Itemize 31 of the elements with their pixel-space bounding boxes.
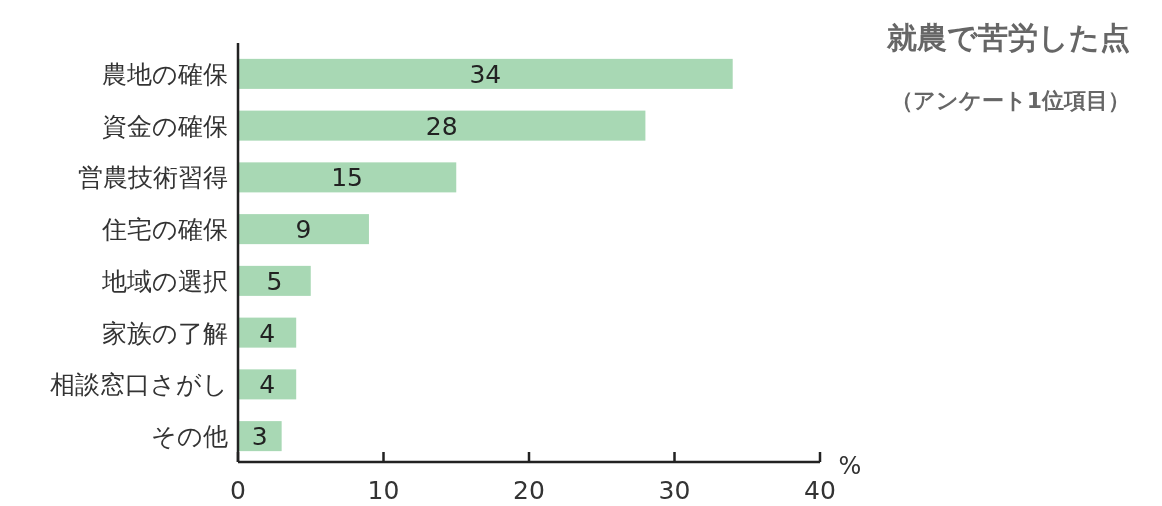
bar [238,110,646,141]
bar [238,162,457,193]
y-tick-label: 地域の選択 [101,266,228,296]
y-tick-label: 資金の確保 [102,111,228,141]
x-axis-title: % [838,452,862,480]
y-tick-label: 農地の確保 [102,59,228,89]
y-tick-label: 家族の了解 [102,318,228,348]
data-label: 34 [469,59,502,89]
data-label: 4 [259,318,276,348]
y-tick-label: 住宅の確保 [101,215,228,245]
text: 就農で苦労した点 [886,20,1130,55]
data-label: 5 [266,266,283,296]
bar [238,214,369,245]
text: （アンケート1位項目） [890,88,1130,113]
bar [238,369,297,400]
data-label: 4 [259,370,276,400]
x-tick-label: 0 [230,476,246,505]
data-label: 9 [295,215,312,245]
x-tick-label: 20 [513,476,545,505]
x-tick-label: 10 [367,476,400,505]
y-tick-label: 相談窓口さがし [50,370,228,400]
data-label: 3 [251,422,268,452]
y-tick-label: その他 [151,422,228,452]
x-tick-label: 40 [804,476,836,505]
bar [238,58,733,89]
bar [238,265,311,296]
x-tick-label: 30 [658,476,691,505]
y-tick-label: 営農技術習得 [78,163,228,193]
data-label: 15 [331,163,364,193]
bar [238,317,297,348]
data-label: 28 [425,111,458,141]
